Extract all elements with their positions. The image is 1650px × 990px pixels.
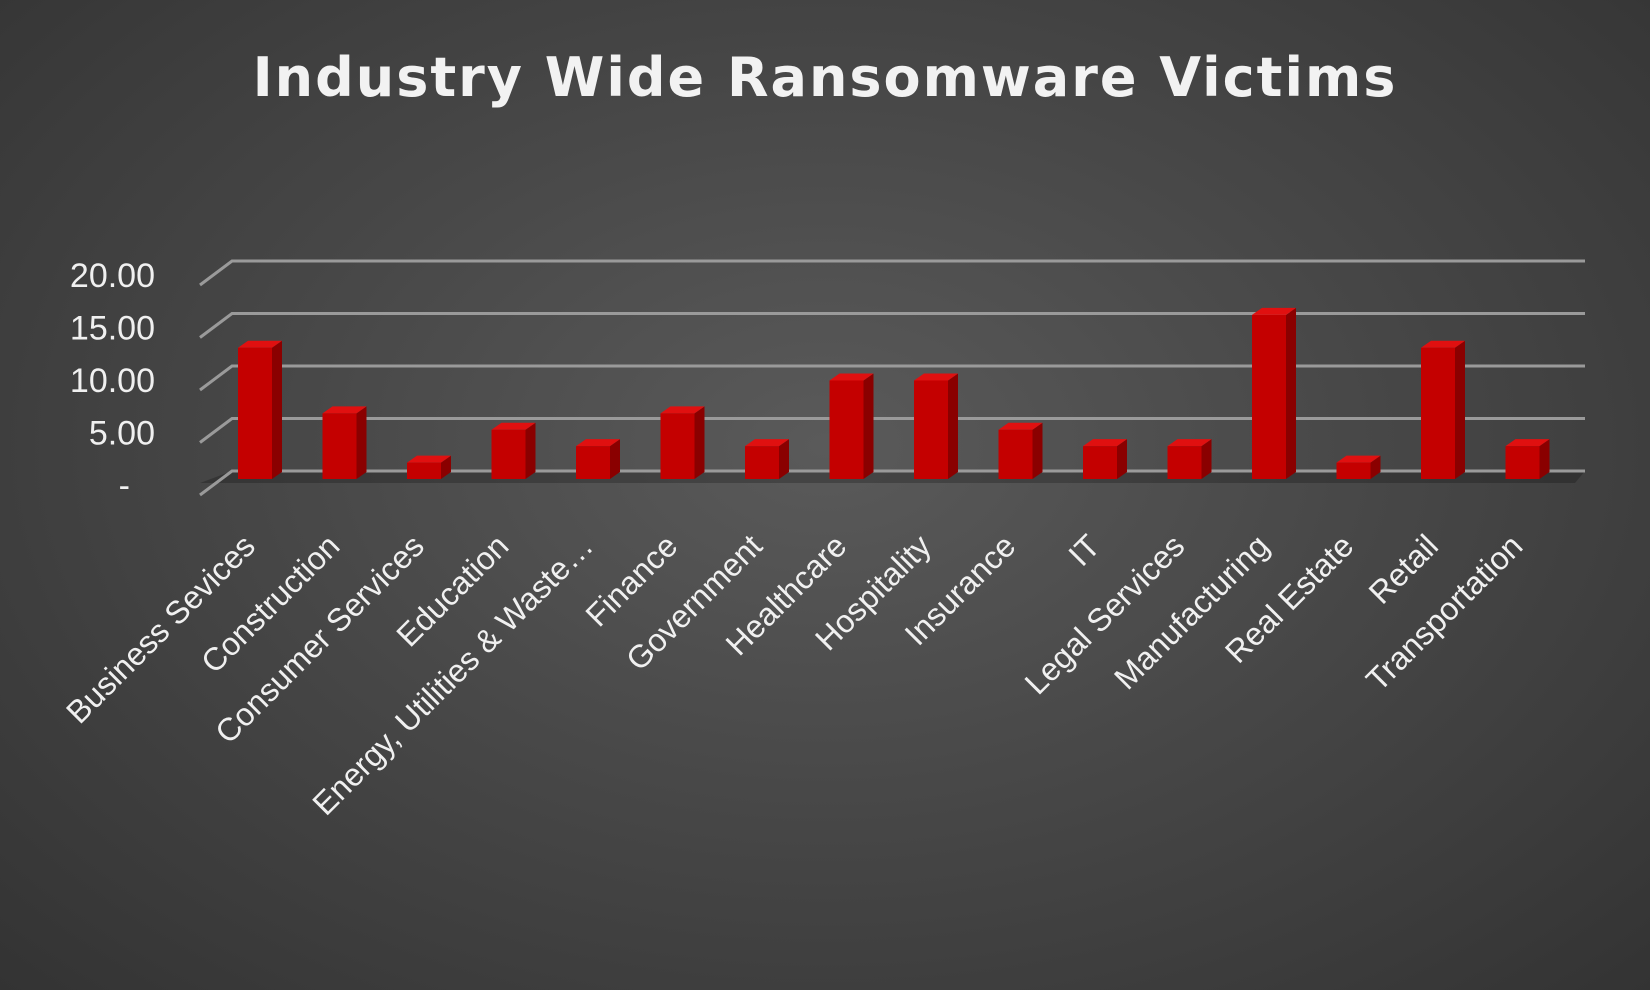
bar-1 bbox=[322, 406, 367, 479]
bar-7 bbox=[829, 373, 874, 479]
bar-side bbox=[1286, 307, 1296, 479]
bar-13 bbox=[1336, 455, 1381, 479]
bar-front bbox=[1505, 446, 1540, 479]
bar-5 bbox=[660, 406, 705, 479]
bar-front bbox=[1252, 314, 1286, 479]
bar-side bbox=[1539, 439, 1550, 479]
bar-side bbox=[1370, 455, 1381, 479]
bar-front bbox=[660, 413, 695, 479]
bar-front bbox=[238, 347, 272, 479]
bar-front bbox=[1421, 347, 1455, 479]
bar-8 bbox=[914, 373, 958, 479]
gridline-3 bbox=[199, 312, 1585, 339]
gridline-4 bbox=[199, 259, 1585, 287]
y-tick-label: 5.00 bbox=[89, 415, 155, 453]
bar-side bbox=[1455, 340, 1465, 479]
bar-front bbox=[998, 429, 1033, 479]
bar-top bbox=[660, 406, 705, 414]
gridlines bbox=[199, 259, 1585, 497]
bar-side bbox=[441, 455, 451, 479]
bar-side bbox=[356, 406, 367, 479]
y-tick-label: 20.00 bbox=[70, 257, 155, 295]
bar-10 bbox=[1083, 439, 1127, 479]
bars bbox=[238, 307, 1550, 479]
bar-top bbox=[1252, 307, 1296, 315]
gridline-1 bbox=[199, 417, 1585, 444]
bar-top bbox=[1421, 340, 1465, 348]
gridline-2 bbox=[199, 364, 1585, 392]
bar-side bbox=[694, 406, 705, 479]
bar-2 bbox=[407, 455, 451, 479]
bar-front bbox=[1167, 446, 1202, 479]
y-tick-label: 15.00 bbox=[70, 310, 155, 348]
y-axis-tick-labels: - 5.00 10.00 15.00 20.00 bbox=[70, 257, 155, 505]
y-tick-label: 10.00 bbox=[70, 362, 155, 400]
bar-3 bbox=[491, 422, 536, 479]
bar-top bbox=[322, 406, 367, 414]
bar-front bbox=[576, 446, 610, 479]
x-tick-label: IT bbox=[1061, 527, 1107, 573]
bar-side bbox=[525, 422, 536, 479]
bar-6 bbox=[745, 439, 789, 479]
bar-top bbox=[407, 455, 451, 463]
bar-top bbox=[914, 373, 958, 381]
gridline-0 bbox=[199, 469, 1585, 497]
bar-front bbox=[914, 380, 948, 479]
bar-top bbox=[745, 439, 789, 447]
bar-15 bbox=[1505, 439, 1550, 479]
bar-top bbox=[1083, 439, 1127, 447]
bar-9 bbox=[998, 422, 1043, 479]
bar-11 bbox=[1167, 439, 1212, 479]
bar-side bbox=[1117, 439, 1127, 479]
bar-top bbox=[576, 439, 620, 447]
bar-front bbox=[491, 429, 526, 479]
bar-front bbox=[322, 413, 357, 479]
bar-top bbox=[1167, 439, 1212, 447]
bar-front bbox=[1083, 446, 1117, 479]
bar-0 bbox=[238, 340, 282, 479]
bar-14 bbox=[1421, 340, 1465, 479]
bar-top bbox=[829, 373, 874, 381]
bar-12 bbox=[1252, 307, 1296, 479]
bar-top bbox=[1505, 439, 1550, 447]
bar-front bbox=[745, 446, 779, 479]
chart-title: Industry Wide Ransomware Victims bbox=[253, 46, 1398, 109]
bar-top bbox=[1336, 455, 1381, 463]
bar-front bbox=[1336, 462, 1371, 479]
bar-top bbox=[491, 422, 536, 430]
bar-side bbox=[779, 439, 789, 479]
bar-side bbox=[948, 373, 958, 479]
bar-front bbox=[829, 380, 864, 479]
bar-top bbox=[998, 422, 1043, 430]
chart-floor bbox=[200, 471, 1585, 483]
bar-side bbox=[1201, 439, 1212, 479]
bar-side bbox=[610, 439, 620, 479]
bar-side bbox=[272, 340, 282, 479]
bar-top bbox=[238, 340, 282, 348]
bar-side bbox=[1032, 422, 1043, 479]
bar-front bbox=[407, 462, 441, 479]
bar-side bbox=[863, 373, 874, 479]
y-tick-label: - bbox=[119, 467, 130, 505]
bar-4 bbox=[576, 439, 620, 479]
